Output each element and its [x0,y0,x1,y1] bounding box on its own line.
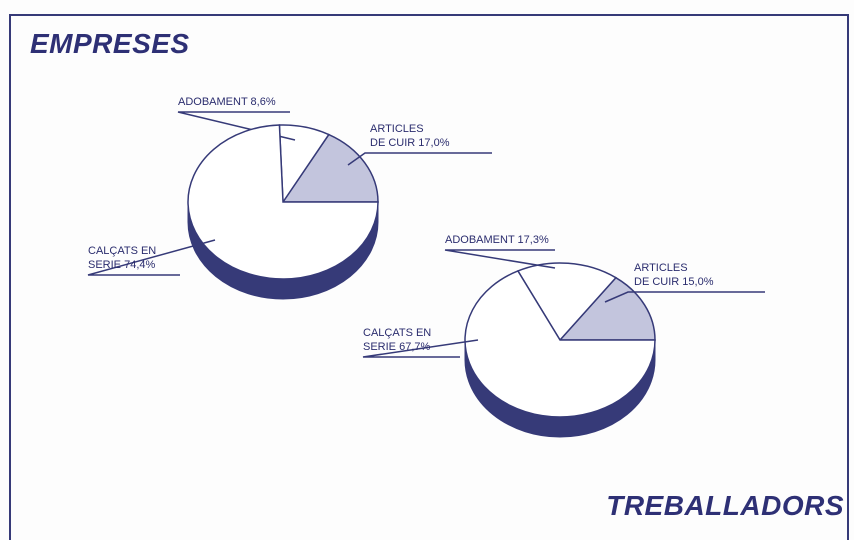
category-label: ADOBAMENT [445,234,515,246]
category-label: ARTICLES DE CUIR [370,123,424,149]
value-label: 8,6% [250,96,276,108]
category-label: CALÇATS EN SERIE [88,245,157,271]
chart-title: TREBALLADORS [606,490,844,521]
category-label: ADOBAMENT [178,96,248,108]
value-label: 17,0% [418,137,450,149]
pie-slice [187,124,379,280]
leader-line [362,339,479,358]
slice-label: CALÇATS EN SERIE 74,4% [88,244,156,272]
value-label: 67,7% [399,341,431,353]
category-label: ARTICLES DE CUIR [634,262,688,288]
slice-label: ADOBAMENT 17,3% [445,233,549,247]
value-label: 74,4% [124,259,156,271]
frame [9,14,849,540]
value-label: 17,3% [517,234,549,246]
value-label: 15,0% [682,276,714,288]
slice-label: ARTICLES DE CUIR 15,0% [634,261,714,289]
pie-slice [281,133,379,203]
chart-title: EMPRESES [30,28,190,59]
leader-line [87,239,216,276]
leader-line [604,291,765,303]
pie-slice [558,276,656,341]
pie-slice [464,270,656,418]
category-label: CALÇATS EN SERIE [363,327,432,353]
leader-line [347,152,492,166]
slice-label: CALÇATS EN SERIE 67,7% [363,326,431,354]
slice-label: ADOBAMENT 8,6% [178,95,276,109]
slice-label: ARTICLES DE CUIR 17,0% [370,122,450,150]
pie-slice [516,262,618,342]
leader-line [444,249,556,269]
